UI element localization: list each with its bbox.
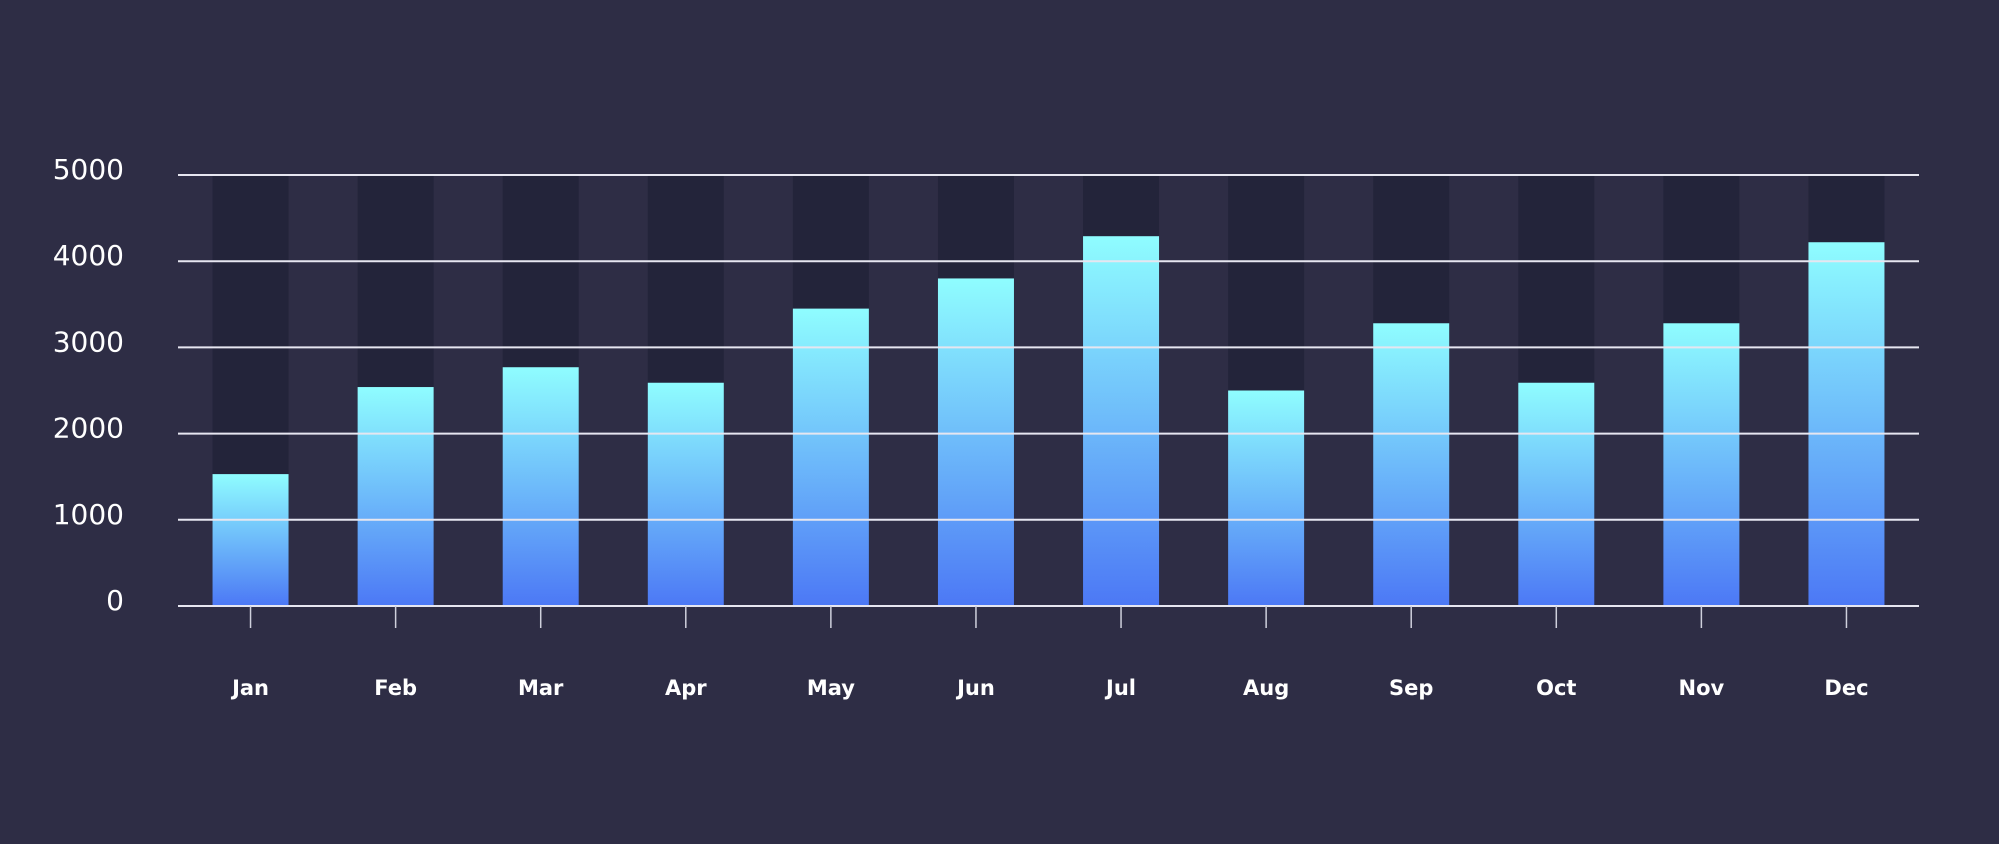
y-tick-label: 4000 — [53, 239, 124, 272]
y-tick-label: 2000 — [53, 412, 124, 445]
bar — [1083, 236, 1160, 606]
bar — [937, 278, 1014, 606]
y-tick-label: 0 — [106, 584, 124, 617]
bar — [357, 387, 434, 606]
y-tick-label: 1000 — [53, 498, 124, 531]
x-tick-label: Mar — [518, 676, 564, 700]
x-tick-label: Aug — [1243, 676, 1289, 700]
bar — [1808, 242, 1885, 606]
bar — [1663, 323, 1740, 606]
x-tick-label: Oct — [1536, 676, 1576, 700]
x-tick-label: Jul — [1104, 676, 1136, 700]
x-tick-label: Nov — [1679, 676, 1725, 700]
bar — [1518, 382, 1595, 606]
bar — [1228, 390, 1305, 606]
x-tick-label: Sep — [1389, 676, 1433, 700]
bar — [1373, 323, 1450, 606]
x-tick-label: Jan — [230, 676, 269, 700]
x-tick-label: Jun — [955, 676, 995, 700]
bar — [502, 367, 579, 606]
x-tick-label: Dec — [1824, 676, 1868, 700]
y-tick-label: 5000 — [53, 153, 124, 186]
x-tick-label: Apr — [665, 676, 707, 700]
x-tick-label: May — [807, 676, 855, 700]
y-tick-label: 3000 — [53, 325, 124, 358]
bar — [647, 382, 724, 606]
bar — [792, 308, 869, 606]
x-tick-label: Feb — [374, 676, 417, 700]
bar — [212, 474, 289, 606]
